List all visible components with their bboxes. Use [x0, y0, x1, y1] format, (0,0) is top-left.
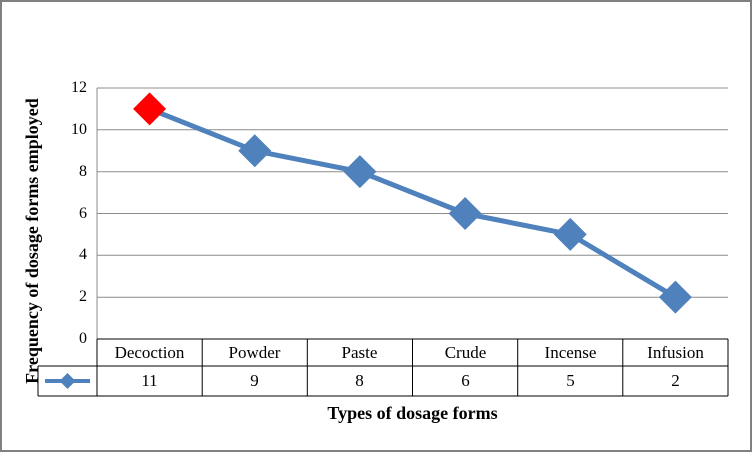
data-point: [343, 155, 377, 189]
y-tick-label: 0: [79, 330, 87, 347]
y-tick-label: 4: [79, 246, 87, 263]
y-tick-label: 10: [71, 121, 87, 138]
table-value-cell: 6: [461, 371, 470, 390]
data-point: [553, 217, 587, 251]
y-tick-label: 12: [71, 79, 87, 96]
series-line: [147, 106, 678, 300]
table-value-cell: 11: [141, 371, 158, 390]
table-category-cell: Incense: [544, 343, 597, 362]
data-point: [238, 134, 272, 168]
table-category-cell: Powder: [228, 343, 281, 362]
y-tick-label: 2: [79, 288, 87, 305]
table-category-cell: Decoction: [114, 343, 185, 362]
y-tick-label: 8: [79, 163, 87, 180]
data-point: [448, 197, 482, 230]
table-category-cell: Infusion: [647, 343, 704, 362]
y-axis-title: Frequency of dosage forms employed: [22, 98, 42, 384]
table-value-cell: 5: [566, 371, 575, 390]
data-point: [658, 280, 692, 314]
table-value-cell: 9: [250, 371, 259, 390]
table-value-cell: 8: [355, 371, 364, 390]
x-axis-title: Types of dosage forms: [327, 403, 498, 423]
legend-key-marker: [59, 373, 76, 389]
y-tick-label: 6: [79, 205, 87, 222]
data-point-highlighted: [133, 92, 167, 126]
table-value-cell: 2: [671, 371, 680, 390]
table-category-cell: Paste: [341, 343, 378, 362]
table-category-cell: Crude: [444, 343, 487, 362]
